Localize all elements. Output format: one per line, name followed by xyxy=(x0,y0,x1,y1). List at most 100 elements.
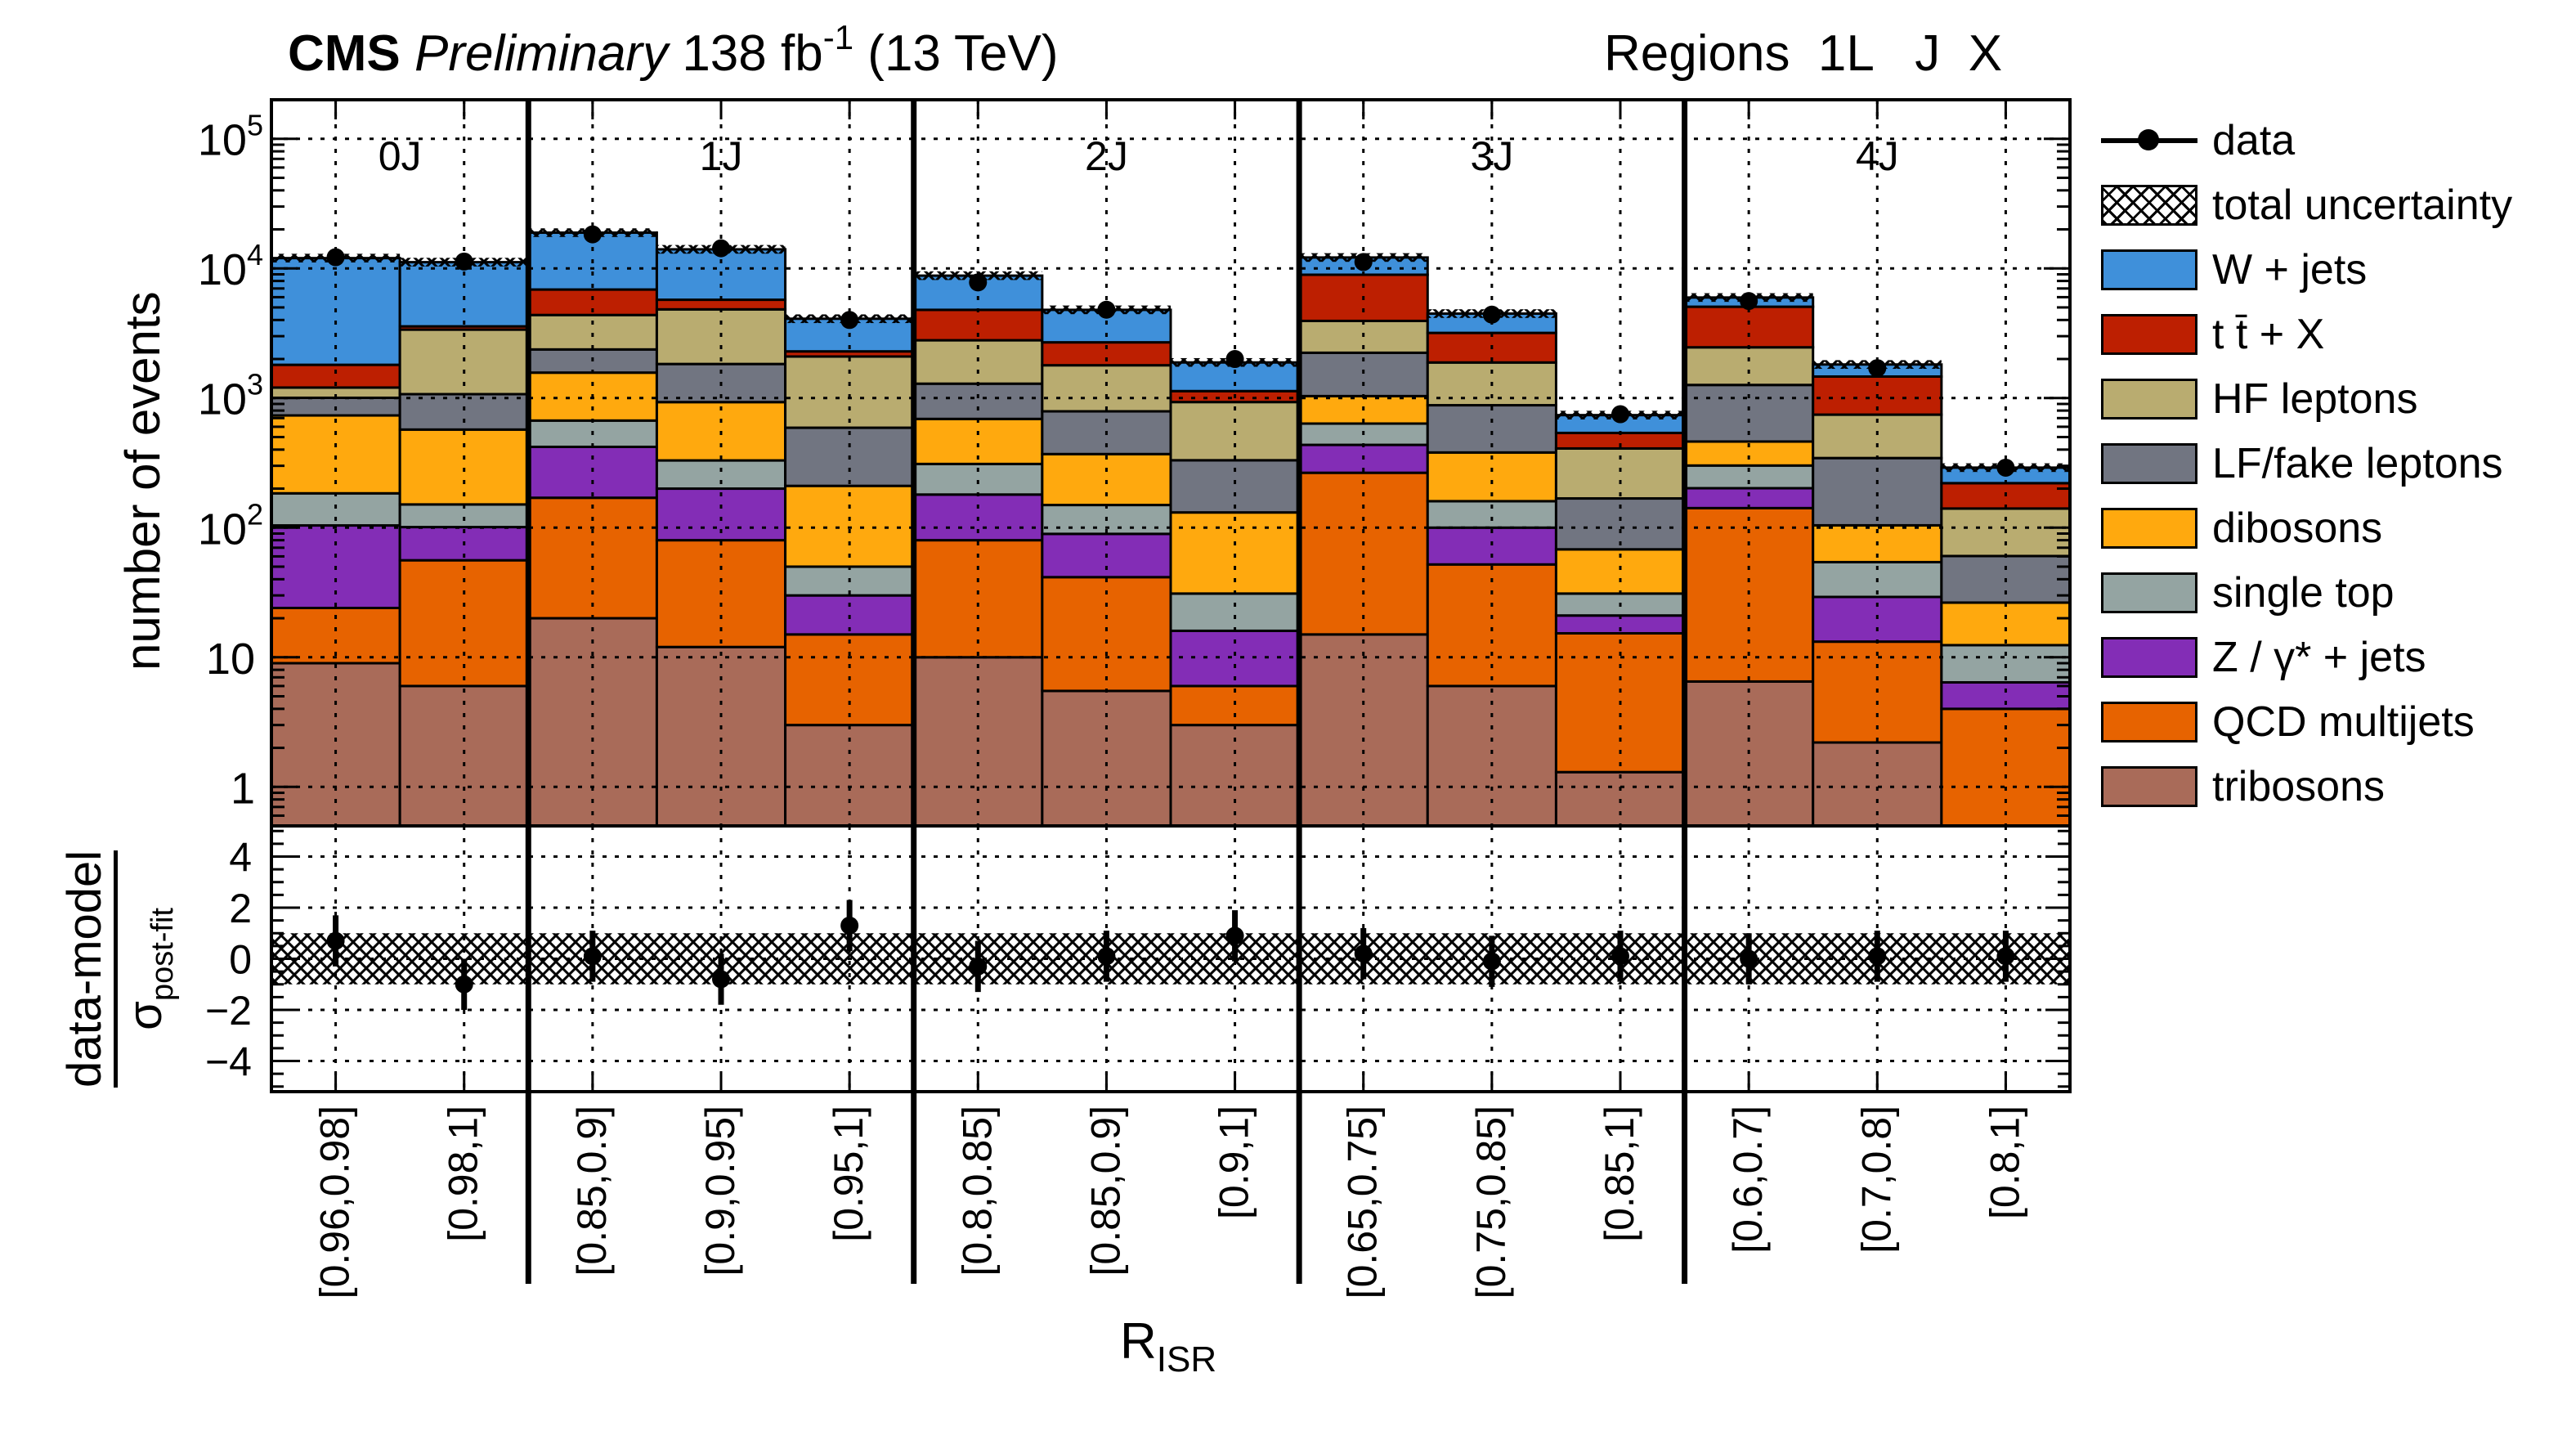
x-category-label: [0.8,1] xyxy=(1982,1106,2027,1219)
data-point xyxy=(1740,292,1758,311)
data-dot-icon xyxy=(2138,129,2159,150)
ratio-uncertainty-band xyxy=(271,933,2070,985)
data-point xyxy=(1611,405,1629,424)
legend-label: t t̄ + X xyxy=(2212,311,2325,358)
y-tick-label: 103 xyxy=(198,368,263,424)
legend-swatch xyxy=(2101,443,2197,484)
ratio-tick-label: −2 xyxy=(205,988,252,1034)
legend-item-qcd: QCD multijets xyxy=(2101,696,2559,748)
ratio-point xyxy=(1611,947,1629,966)
data-point xyxy=(583,225,602,244)
regions-label: Regions 1L J X xyxy=(1604,25,2003,82)
ratio-tick-label: 0 xyxy=(229,937,252,983)
x-category-label: [0.85,0.9] xyxy=(1082,1106,1128,1276)
ratio-tick-label: 4 xyxy=(229,835,252,881)
legend-item-wjets: W + jets xyxy=(2101,244,2559,296)
ratio-point xyxy=(1740,949,1758,968)
data-point xyxy=(455,252,473,271)
ratio-point xyxy=(969,957,988,976)
legend-swatch xyxy=(2101,702,2197,742)
bar-st xyxy=(655,459,787,491)
legend-item-hf: HF leptons xyxy=(2101,373,2559,425)
ratio-tick-label: 2 xyxy=(229,886,252,931)
x-category-label: [0.98,1] xyxy=(441,1106,486,1242)
lumi-exponent: -1 xyxy=(822,18,854,56)
data-point xyxy=(1097,300,1116,319)
y-tick-label: 102 xyxy=(198,497,263,554)
bar-lf xyxy=(398,393,530,431)
ratio-point xyxy=(1482,952,1501,971)
bar-vvv xyxy=(1041,689,1172,828)
ratio-point xyxy=(455,975,473,994)
group-label: 1J xyxy=(700,133,743,179)
bar-vvv xyxy=(526,617,658,828)
bar-vv xyxy=(1940,601,2072,647)
data-point xyxy=(326,248,345,267)
ratio-point xyxy=(1868,947,1887,966)
y-tick-label: 104 xyxy=(198,238,263,294)
data-point xyxy=(1868,359,1887,378)
legend-swatch xyxy=(2101,379,2197,419)
bar-ttx xyxy=(1683,305,1815,349)
data-point xyxy=(969,273,988,292)
x-category-label: [0.6,0.7] xyxy=(1725,1106,1771,1254)
legend-swatch xyxy=(2101,508,2197,549)
ratio-point xyxy=(712,970,730,989)
bar-vvv xyxy=(1426,684,1557,828)
bar-vv xyxy=(1041,452,1172,507)
ratio-tick-label: −4 xyxy=(205,1039,252,1085)
legend-item-vvv: tribosons xyxy=(2101,760,2559,813)
x-category-label: [0.75,0.85] xyxy=(1468,1106,1514,1299)
ratio-point xyxy=(1354,944,1373,963)
legend-swatch xyxy=(2101,185,2197,226)
bar-vv xyxy=(398,428,530,506)
bar-zjets xyxy=(1426,526,1557,566)
x-category-label: [0.85,1] xyxy=(1597,1106,1642,1242)
status-label: Preliminary xyxy=(414,25,669,82)
x-category-label: [0.96,0.98] xyxy=(312,1106,358,1299)
legend-label: LF/fake leptons xyxy=(2212,440,2503,487)
legend-label: Z / γ* + jets xyxy=(2212,634,2426,681)
bar-hf xyxy=(784,355,916,429)
data-point xyxy=(1482,305,1501,324)
data-point xyxy=(840,311,859,330)
legend-swatch xyxy=(2101,637,2197,678)
bar-st xyxy=(1169,592,1301,632)
bar-hf xyxy=(526,313,658,351)
data-point xyxy=(712,239,730,258)
group-label: 2J xyxy=(1085,133,1128,179)
x-category-label: [0.65,0.75] xyxy=(1340,1106,1386,1299)
group-label: 4J xyxy=(1856,133,1899,179)
bar-lf xyxy=(912,382,1044,420)
legend-label: HF leptons xyxy=(2212,375,2418,423)
x-category-label: [0.85,0.9] xyxy=(569,1106,615,1276)
cms-header: CMS Preliminary 138 fb-1 (13 TeV) xyxy=(288,18,1059,83)
legend-label: tribosons xyxy=(2212,763,2385,810)
legend-label: dibosons xyxy=(2212,505,2383,552)
x-category-label: [0.95,1] xyxy=(826,1106,871,1242)
ratio-point xyxy=(1097,947,1116,966)
group-label: 3J xyxy=(1470,133,1513,179)
data-point xyxy=(1354,253,1373,271)
legend-swatch xyxy=(2101,249,2197,290)
legend-swatch xyxy=(2101,314,2197,355)
bar-zjets xyxy=(526,445,658,500)
energy-label: (13 TeV) xyxy=(867,25,1059,82)
y-tick-label: 10 xyxy=(206,635,255,684)
legend-item-vv: dibosons xyxy=(2101,502,2559,554)
bar-vv xyxy=(784,484,916,568)
y-tick-label: 1 xyxy=(231,764,255,813)
bar-qcd xyxy=(526,496,658,620)
x-category-label: [0.9,1] xyxy=(1212,1106,1257,1219)
bar-zjets xyxy=(784,594,916,636)
lumi-label: 138 fb xyxy=(682,25,823,82)
ratio-point xyxy=(1225,926,1244,945)
ratio-point xyxy=(1996,947,2015,966)
legend-item-lf: LF/fake leptons xyxy=(2101,437,2559,490)
legend-label: single top xyxy=(2212,569,2395,617)
bar-qcd xyxy=(1041,576,1172,693)
legend-item-ttx: t t̄ + X xyxy=(2101,308,2559,361)
legend-swatch xyxy=(2101,572,2197,613)
ratio-point xyxy=(326,931,345,950)
